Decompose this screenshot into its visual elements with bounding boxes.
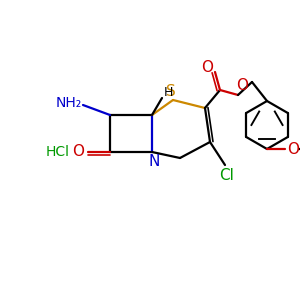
Text: O: O bbox=[201, 59, 213, 74]
Text: NH₂: NH₂ bbox=[56, 96, 82, 110]
Text: HCl: HCl bbox=[46, 145, 70, 159]
Text: H: H bbox=[163, 85, 173, 98]
Text: N: N bbox=[148, 154, 160, 169]
Text: O: O bbox=[287, 142, 299, 157]
Text: S: S bbox=[166, 85, 176, 100]
Text: Cl: Cl bbox=[220, 167, 234, 182]
Text: O: O bbox=[236, 79, 248, 94]
Text: O: O bbox=[72, 145, 84, 160]
